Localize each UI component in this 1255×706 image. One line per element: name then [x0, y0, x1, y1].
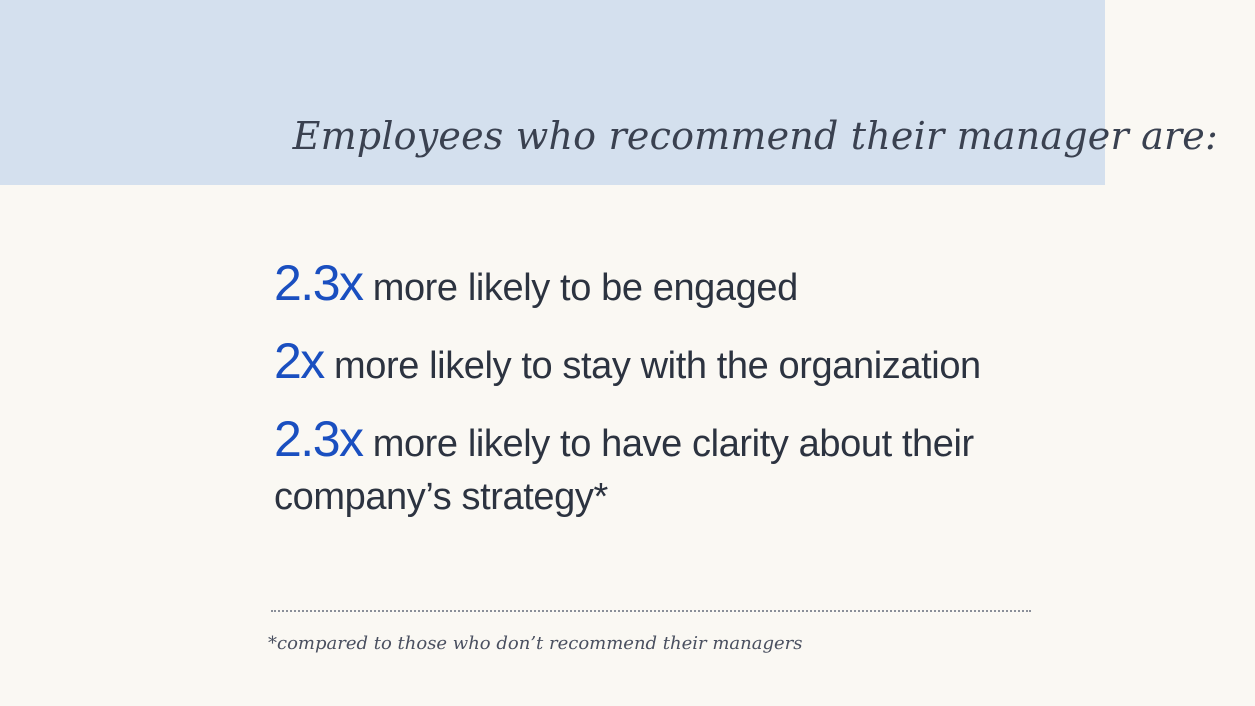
- stat-text: more likely to have clarity about their …: [274, 423, 974, 518]
- page-title: Employees who recommend their manager ar…: [292, 114, 1218, 158]
- stats-list: 2.3x more likely to be engaged 2x more l…: [274, 257, 1064, 544]
- stat-multiplier: 2.3x: [274, 255, 364, 311]
- stat-item-engaged: 2.3x more likely to be engaged: [274, 257, 1064, 315]
- stat-item-retention: 2x more likely to stay with the organiza…: [274, 335, 1064, 393]
- stat-text: more likely to stay with the organizatio…: [333, 345, 981, 387]
- stat-multiplier: 2x: [274, 333, 325, 389]
- stat-item-clarity: 2.3x more likely to have clarity about t…: [274, 413, 1064, 524]
- stat-multiplier: 2.3x: [274, 411, 364, 467]
- dotted-divider: [271, 610, 1031, 612]
- stat-text: more likely to be engaged: [372, 267, 799, 309]
- footnote: *compared to those who don’t recommend t…: [268, 633, 803, 654]
- header-band: [0, 0, 1105, 185]
